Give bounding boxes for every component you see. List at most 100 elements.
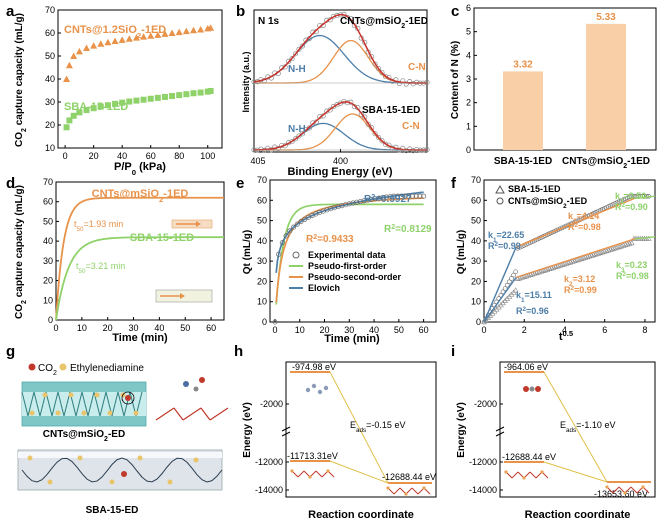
panel-label-b: b	[236, 3, 245, 20]
panel-b-top-data-point	[382, 74, 389, 80]
panel-b-bottom-data-point	[369, 125, 375, 131]
panel-b-bottom-data-point	[382, 141, 389, 147]
panel-h-molecule-atom	[317, 389, 323, 395]
panel-b-bottom-data-point	[372, 131, 378, 137]
panel-g-bond	[155, 413, 166, 421]
panel-e-r2-second: R2=0.9433	[306, 234, 354, 246]
panel-i-y-tick-label: -12000	[469, 457, 497, 467]
panel-e-y-tick-label: 20	[257, 276, 267, 286]
panel-d-curve-0	[55, 196, 224, 321]
panel-e-data-point	[365, 197, 371, 203]
panel-b-top-sample: CNTs@mSiO2-1ED	[340, 16, 428, 30]
panel-e-xlabel: Time (min)	[324, 333, 380, 345]
panel-f-y-tick-label: 50	[471, 216, 481, 226]
panel-d-curve-1	[55, 236, 224, 321]
panel-e-x-tick-label: 10	[295, 325, 305, 335]
panel-a-point-cnts	[90, 42, 98, 49]
panel-c-y-tick-label: 2	[466, 98, 471, 108]
panel-e-data-point	[391, 193, 397, 199]
panel-i-level-a-label: -964.06 eV	[504, 362, 548, 372]
panel-d-ylabel: CO2 capture capacity (mL/g)	[14, 185, 28, 319]
panel-i-slab	[529, 471, 537, 479]
panel-a-point-sba	[97, 103, 104, 110]
panel-i-molecule-atom	[535, 386, 541, 392]
panel-g-ed-dot	[29, 410, 35, 416]
panel-f-point-sba	[529, 271, 536, 277]
panel-a-y-tick-label: 20	[45, 120, 55, 130]
panel-g-ed-dot	[137, 455, 143, 461]
panel-a-point-cnts	[97, 40, 105, 47]
panel-g-ed-label: Ethylenediamine	[70, 363, 144, 374]
panel-e-data-point	[294, 221, 300, 227]
panel-b-top-cn-component	[254, 39, 428, 84]
panel-f-x-tick-label: 8	[642, 325, 647, 335]
panel-i-xlabel: Reaction coordinate	[525, 509, 631, 521]
panel-f-point-sba	[605, 247, 612, 253]
panel-f-point-sba	[569, 258, 576, 264]
panel-h-axis-break	[281, 426, 291, 432]
panel-a-point-sba	[154, 94, 161, 101]
panel-f-point-sba	[595, 250, 601, 256]
panel-h-slab	[315, 470, 323, 478]
panel-e-y-tick-label: 50	[257, 216, 267, 226]
panel-e-data-point	[324, 207, 330, 213]
panel-f-point-cnts	[504, 282, 510, 288]
panel-f-point-sba	[578, 255, 584, 262]
panel-g-bottom-tube-highlight	[18, 452, 222, 458]
panel-e-y-tick-label: 10	[257, 297, 267, 307]
panel-g-ed-dot	[133, 410, 139, 416]
panel-g-ed-dot	[27, 455, 33, 461]
panel-i-slab-atom	[540, 470, 544, 474]
panel-d-x-tick-label: 40	[154, 323, 164, 333]
panel-f-point-sba	[542, 267, 549, 273]
panel-f-point-sba	[588, 252, 595, 258]
panel-a-point-cnts	[189, 26, 197, 34]
panel-a-point-cnts	[70, 52, 78, 59]
panel-a-point-cnts	[207, 24, 215, 31]
panel-c-bar-1	[586, 23, 626, 150]
panel-f-fit-cnts-2	[515, 197, 636, 248]
panel-g-co2-marker	[28, 363, 36, 371]
panel-f-point-sba	[525, 272, 532, 278]
panel-f-point-sba	[512, 287, 519, 293]
panel-d-t50-cnts: t50=1.93 min	[74, 219, 123, 233]
panel-f-x-tick-label: 6	[602, 325, 607, 335]
panel-e-r2-elovich: R2=0.9927	[364, 194, 412, 206]
panel-a-point-cnts	[63, 75, 71, 82]
panel-b-top-data-point	[403, 81, 409, 87]
panel-h-y-tick-label: -14000	[255, 485, 283, 495]
panel-h-y-tick-label: -12000	[255, 457, 283, 467]
panel-h-axis-break	[281, 431, 291, 437]
panel-b-top-data-point	[379, 70, 385, 76]
panel-f-point-sba	[645, 235, 652, 241]
panel-b-ylabel: Intensity (a.u.)	[241, 51, 251, 112]
panel-b-top-data-point	[299, 43, 305, 49]
panel-f-point-cnts	[621, 197, 626, 203]
panel-e-data-point	[298, 219, 304, 225]
panel-a-x-tick-label: 100	[200, 151, 215, 161]
panel-a-point-sba	[90, 105, 97, 112]
panel-h-level-a-label: -974.98 eV	[292, 362, 336, 372]
panel-g-top-name: CNTs@mSiO2-ED	[43, 429, 125, 443]
panel-f-point-sba	[548, 265, 555, 271]
panel-g-co2-dot	[121, 471, 127, 477]
panel-f-point-sba	[629, 239, 635, 246]
panel-a-x-tick-label: 60	[146, 151, 156, 161]
panel-d-y-tick-label: 50	[43, 216, 53, 226]
panel-f-point-sba	[523, 273, 530, 279]
panel-f-legend-marker-cnts	[496, 197, 504, 205]
panel-h-level-c-label: -12688.44 eV	[382, 472, 436, 482]
panel-g-ed-dot	[68, 392, 74, 398]
panel-f-point-sba	[580, 255, 587, 261]
panel-h-slab-atom	[422, 486, 426, 490]
panel-a-point-cnts	[125, 35, 133, 42]
panel-e-legend-label: Pseudo-second-order	[308, 272, 402, 282]
panel-f-xlabel: t0.5	[559, 329, 574, 344]
panel-b-bottom-data-point	[379, 138, 385, 144]
panel-f-point-sba	[618, 243, 625, 249]
panel-f-point-sba	[616, 243, 622, 250]
panel-f-legend-label: CNTs@mSiO2-1ED	[508, 196, 588, 210]
panel-e-frame	[269, 179, 437, 323]
panel-f-point-sba	[536, 269, 542, 275]
